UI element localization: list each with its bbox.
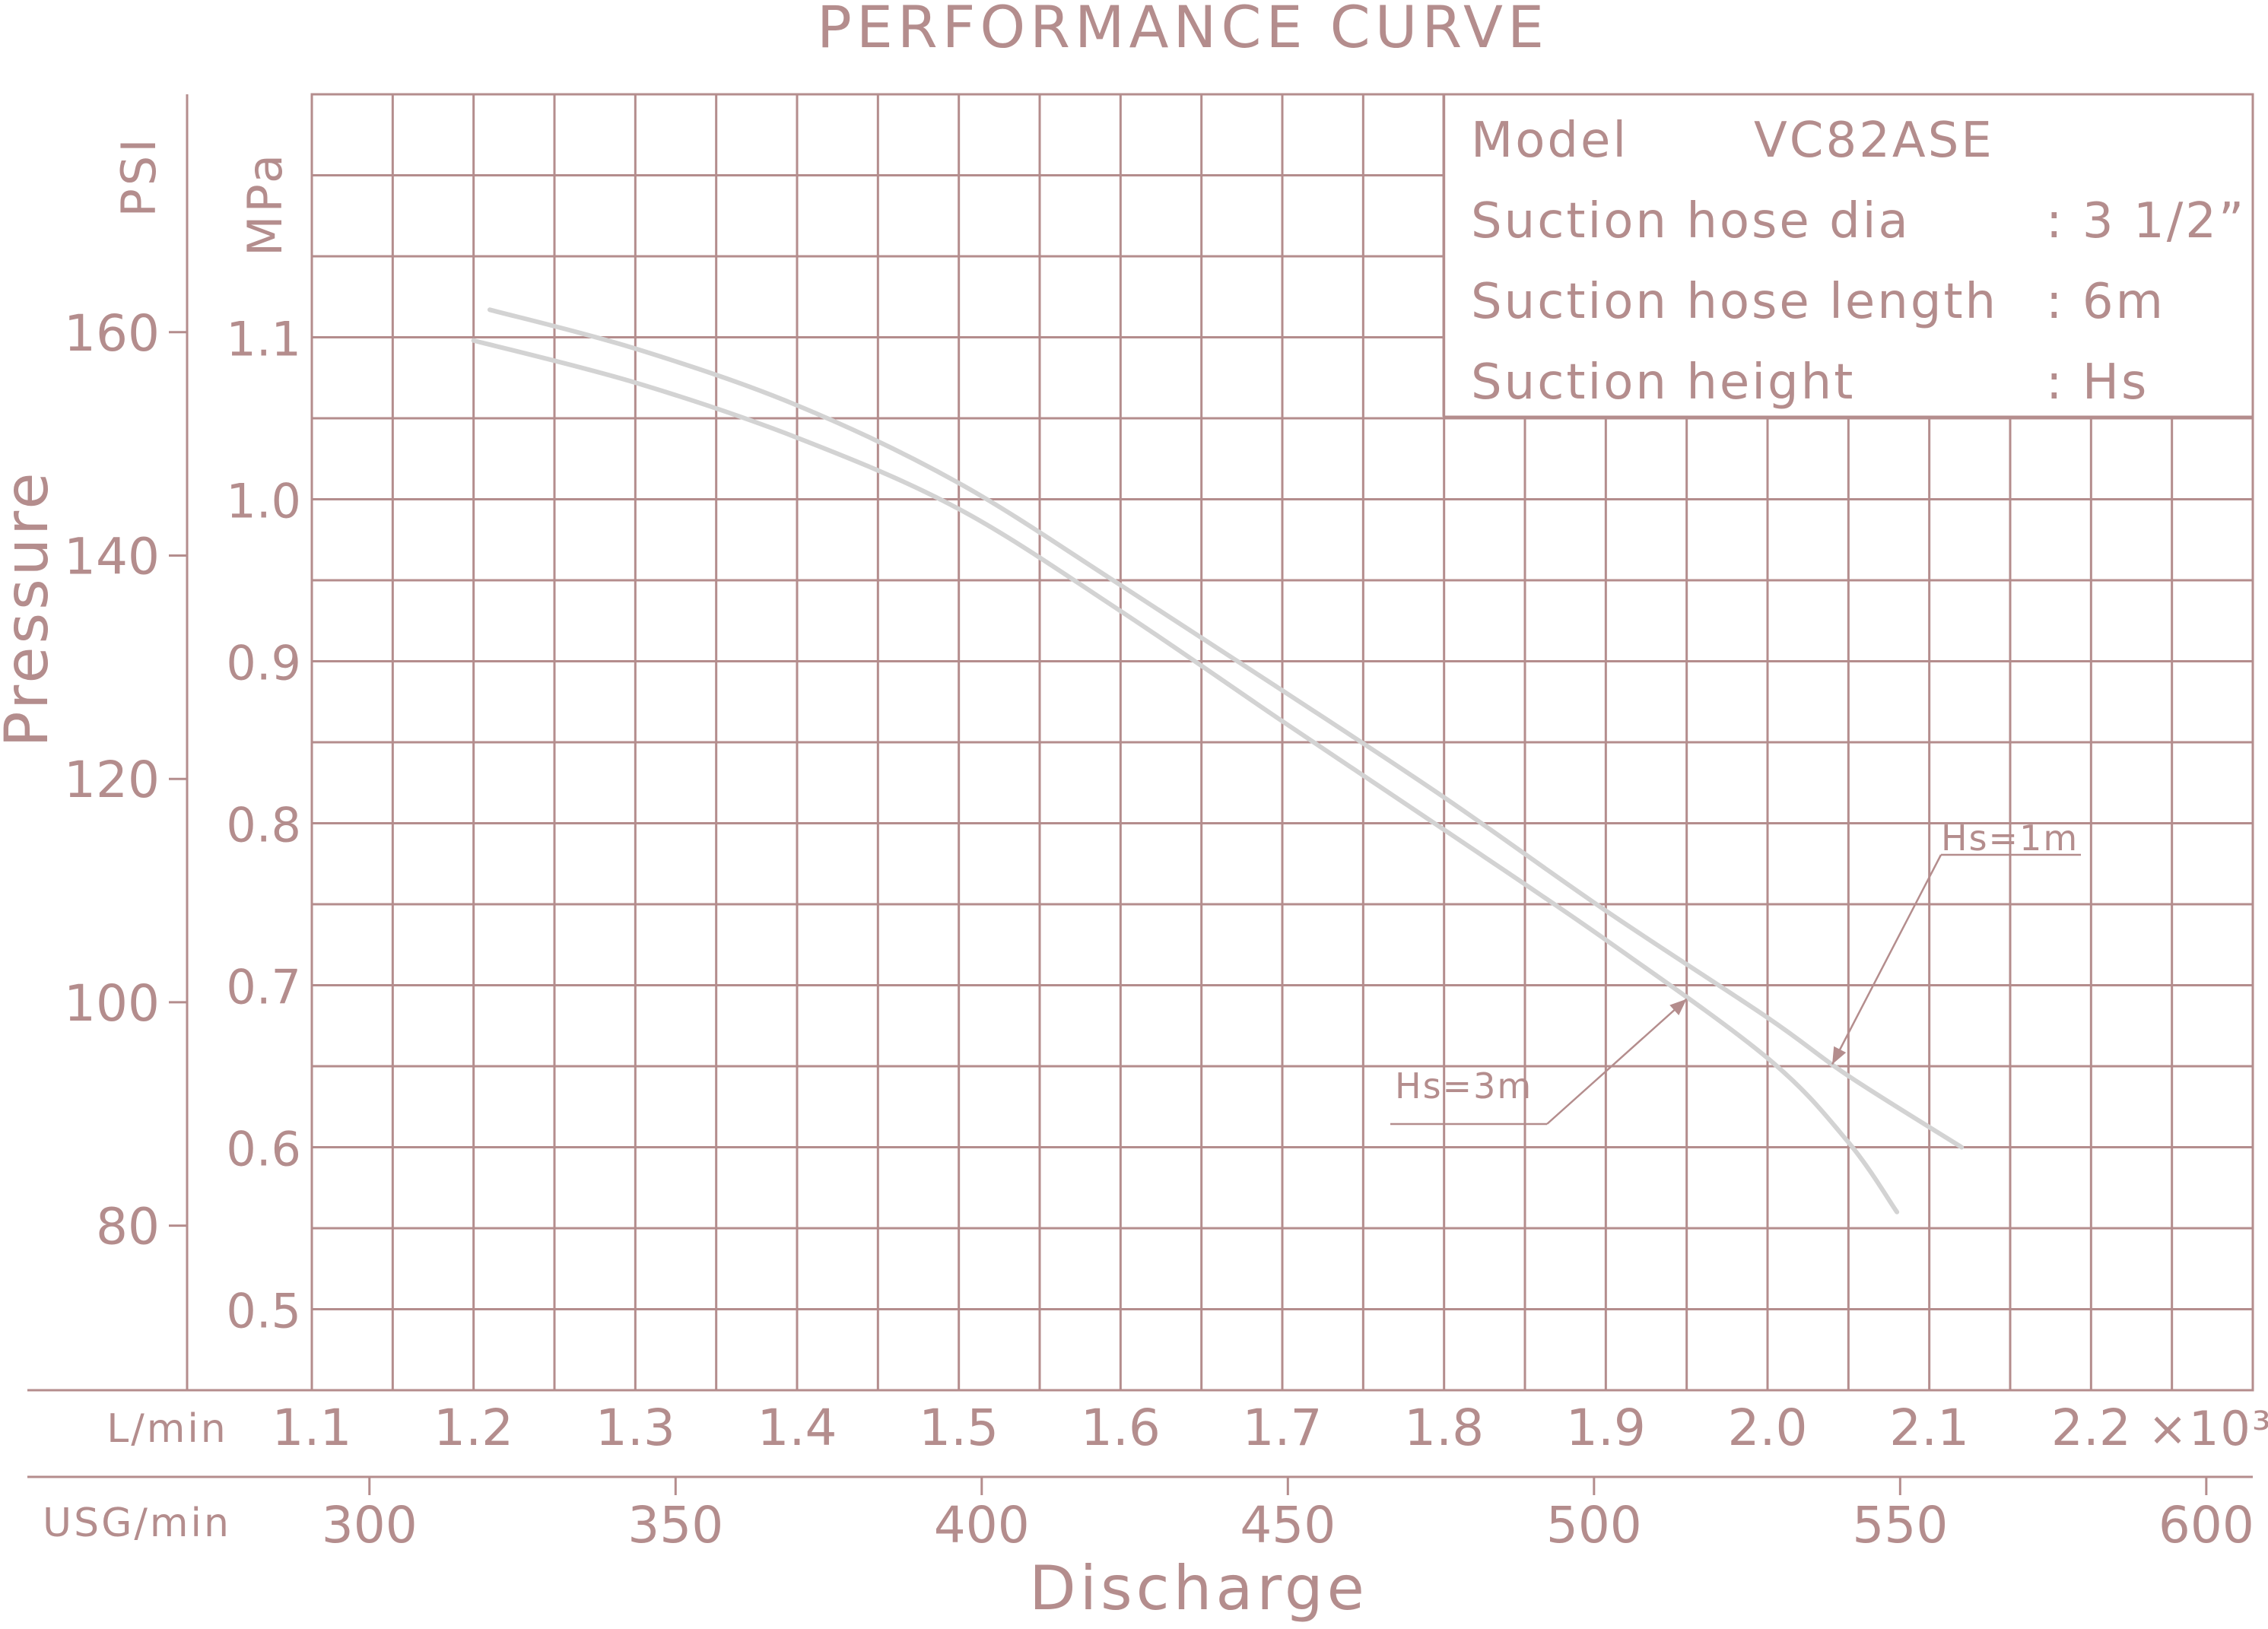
usg-unit-label: USG/min	[43, 1500, 231, 1546]
lmin-multiplier: ×10³	[2148, 1401, 2268, 1456]
lmin-tick-label: 1.1	[272, 1399, 352, 1457]
usg-tick-label: 350	[627, 1496, 723, 1554]
lmin-tick-label: 1.5	[919, 1399, 999, 1457]
chart-title: PERFORMANCE CURVE	[817, 0, 1549, 61]
info-row-label: Suction hose dia	[1471, 193, 1911, 249]
info-row-value: : 3 1/2”	[2046, 193, 2246, 249]
lmin-tick-label: 2.0	[1728, 1399, 1808, 1457]
mpa-tick-label: 0.5	[226, 1284, 301, 1339]
lmin-unit-label: L/min	[106, 1406, 228, 1452]
info-row-value: : Hs	[2046, 354, 2149, 411]
info-row-label: Suction hose length	[1471, 274, 1998, 330]
mpa-tick-label: 0.7	[226, 960, 301, 1015]
annotation-arrowhead	[1669, 999, 1687, 1015]
plot-frame	[310, 93, 2254, 1392]
usg-tick-label: 550	[1852, 1496, 1948, 1554]
psi-tick-label: 140	[64, 527, 160, 586]
y-axis-title: Pressure	[0, 469, 62, 747]
usg-tick-label: 600	[2158, 1496, 2254, 1554]
mpa-tick-label: 1.0	[226, 474, 301, 529]
usg-tick-label: 400	[934, 1496, 1030, 1554]
mpa-tick-label: 0.8	[226, 798, 301, 853]
annotation-leader	[1546, 998, 1688, 1125]
lmin-tick-label: 1.4	[758, 1399, 837, 1457]
psi-tick-label: 100	[64, 974, 160, 1033]
mpa-tick-label: 1.1	[226, 312, 301, 367]
x-axis-title: Discharge	[1029, 1553, 1368, 1624]
annotation-hs-1m: Hs=1m	[1831, 818, 2081, 1065]
annotation-arrowhead	[1832, 1046, 1847, 1065]
annotation-label: Hs=1m	[1941, 818, 2079, 859]
psi-tick-label: 80	[96, 1198, 160, 1256]
lmin-tick-label: 2.1	[1889, 1399, 1969, 1457]
annotation-leader	[1831, 854, 1942, 1065]
lmin-tick-label: 1.8	[1404, 1399, 1484, 1457]
usg-tick-label: 450	[1240, 1496, 1336, 1554]
lmin-tick-label: 1.6	[1081, 1399, 1161, 1457]
curves-layer: Hs=1m Hs=3m	[471, 307, 2081, 1215]
info-row-label: Suction height	[1471, 354, 1855, 411]
lmin-tick-label: 1.3	[596, 1399, 675, 1457]
model-info-box: Model VC82ASE Suction hose dia : 3 1/2” …	[1471, 113, 2246, 411]
curve-hs-3m	[471, 338, 1900, 1215]
info-model-value: VC82ASE	[1754, 113, 1994, 169]
usg-tick-label: 500	[1546, 1496, 1642, 1554]
psi-tick-label: 120	[64, 751, 160, 809]
curve-hs-1m	[487, 307, 1965, 1150]
lmin-tick-label: 1.2	[434, 1399, 513, 1457]
mpa-tick-label: 0.9	[226, 636, 301, 691]
info-model-label: Model	[1471, 113, 1628, 169]
mpa-unit-label: MPa	[237, 151, 293, 256]
info-row-value: : 6m	[2046, 274, 2165, 330]
annotation-label: Hs=3m	[1395, 1065, 1533, 1107]
lmin-tick-label: 2.2	[2051, 1399, 2131, 1457]
lmin-tick-label: 1.9	[1566, 1399, 1646, 1457]
lmin-tick-label: 1.7	[1243, 1399, 1323, 1457]
annotation-hs-3m: Hs=3m	[1390, 998, 1688, 1126]
tick-labels: 80 100 120 140 160 0.5 0.6 0.7 0.8 0.9 1.0 1.1 1.1 1.…	[64, 304, 2254, 1554]
mpa-tick-label: 0.6	[226, 1122, 301, 1177]
usg-tick-label: 300	[322, 1496, 418, 1554]
psi-tick-label: 160	[64, 304, 160, 363]
psi-unit-label: PSI	[111, 135, 167, 217]
